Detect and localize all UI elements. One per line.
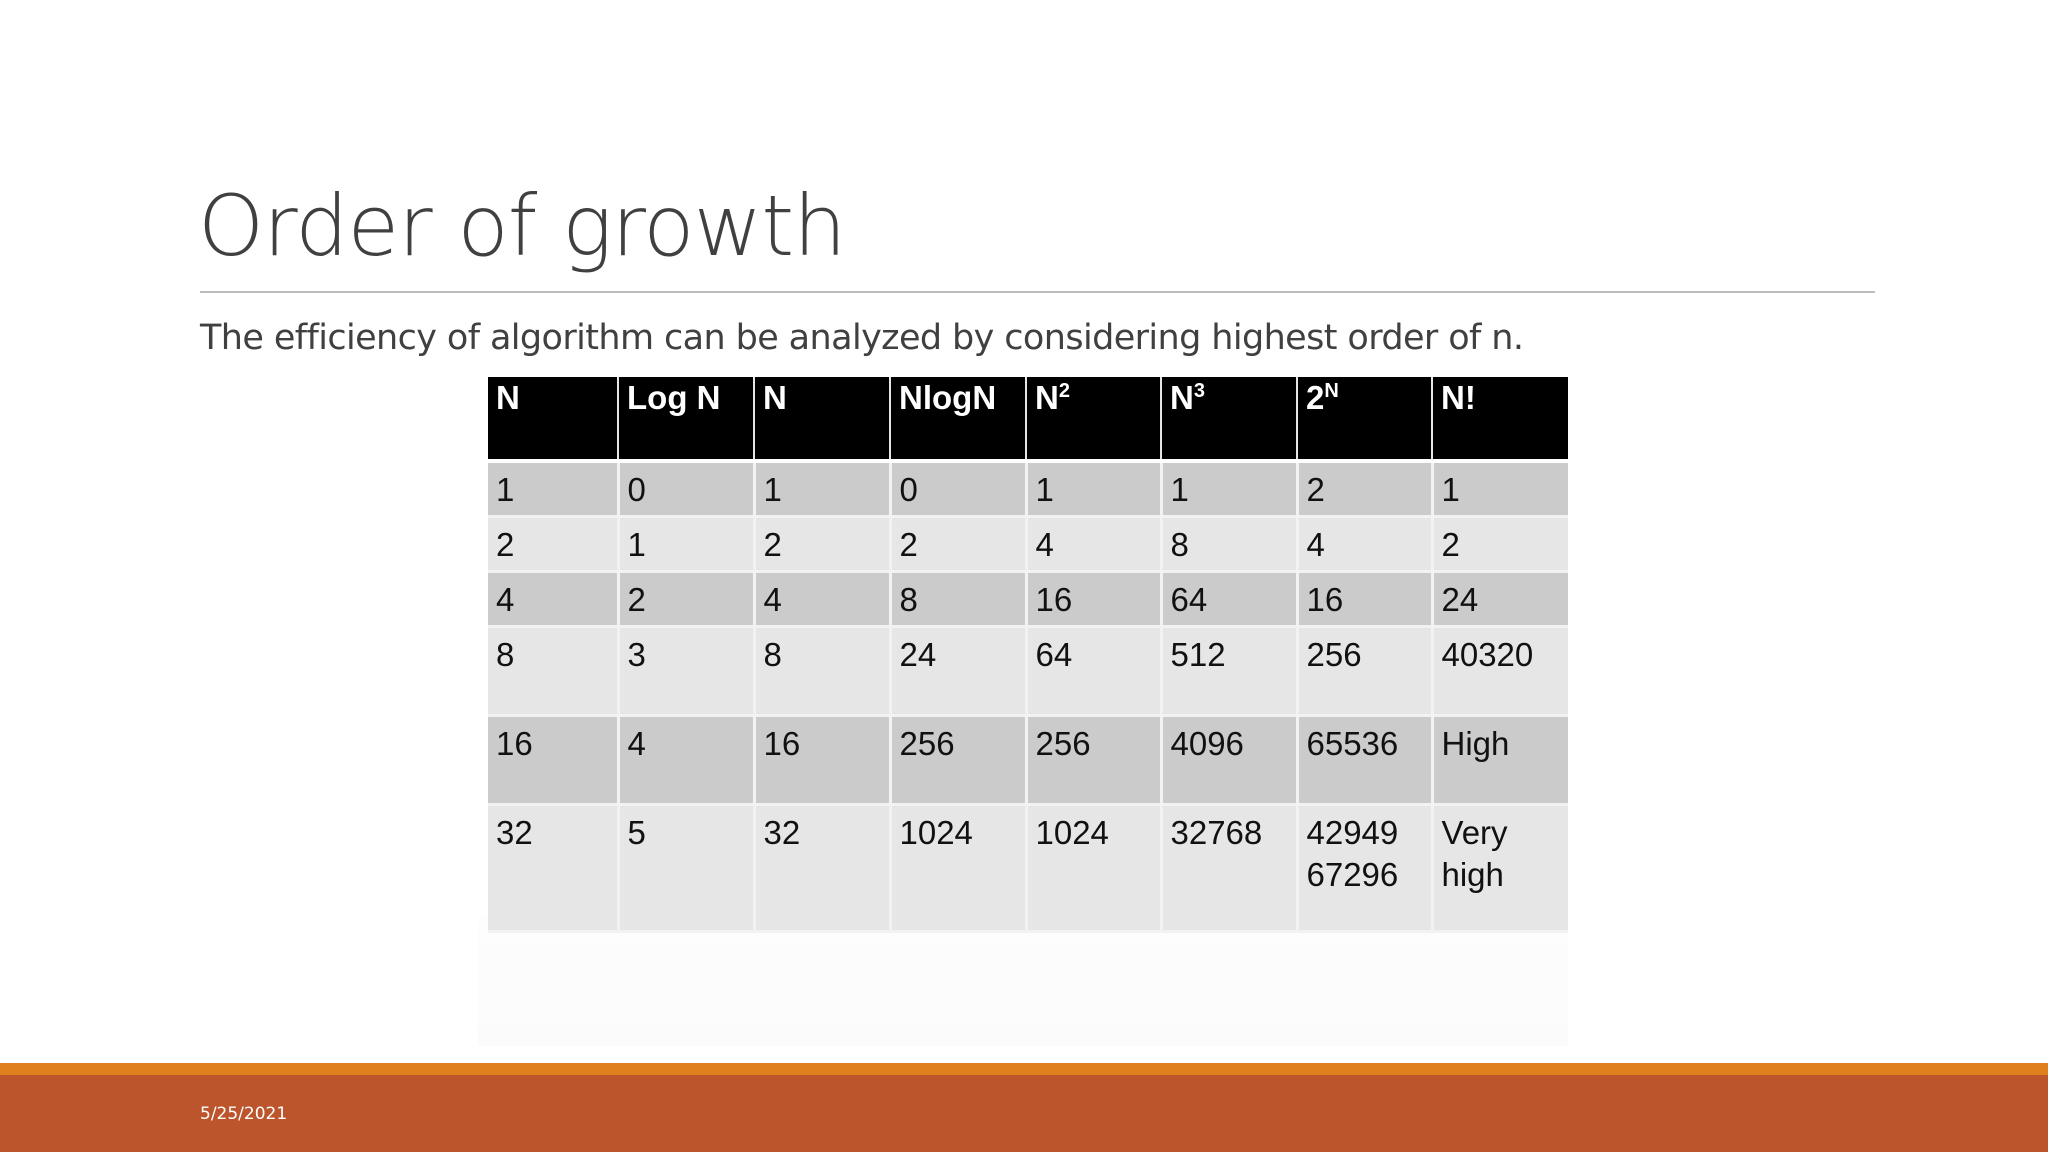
table-cell: 256	[1297, 626, 1434, 717]
header-two-to-n: 2N	[1297, 377, 1433, 463]
table-cell: 1024	[890, 804, 1028, 933]
title-divider	[200, 291, 1875, 293]
table-cell: 32768	[1161, 804, 1299, 933]
header-n-linear: N	[754, 377, 891, 463]
header-n-cubed-exponent: 3	[1193, 380, 1205, 402]
table-cell: 1	[1432, 461, 1568, 518]
table-header-row: N Log N N NlogN N2 N3 2N N!	[488, 377, 1568, 463]
slide-date: 5/25/2021	[200, 1104, 288, 1124]
table-cell: 1	[754, 461, 892, 518]
table-cell: 64	[1161, 571, 1299, 628]
footer-accent-stripe	[0, 1063, 2048, 1075]
header-n-factorial: N!	[1432, 377, 1568, 463]
slide-body-text: The efficiency of algorithm can be analy…	[200, 318, 1524, 358]
table-cell: 2	[488, 516, 620, 573]
table-row: 16 4 16 256 256 4096 65536 High	[488, 715, 1568, 806]
table-cell: 4	[1026, 516, 1163, 573]
table-cell-line: 67296	[1306, 856, 1399, 893]
table-cell: 2	[1432, 516, 1568, 573]
slide-title: Order of growth	[198, 177, 846, 275]
header-n: N	[488, 377, 619, 463]
table-cell: 1024	[1026, 804, 1163, 933]
table-cell: 4	[618, 715, 756, 806]
table-cell: 4	[754, 571, 892, 628]
header-n-squared: N2	[1026, 377, 1162, 463]
table-cell: 32	[754, 804, 892, 933]
table-cell: 5	[618, 804, 756, 933]
table-row: 32 5 32 1024 1024 32768 42949 67296 Very high	[488, 804, 1568, 933]
table-cell: 1	[488, 461, 620, 518]
table-cell: 2	[1297, 461, 1434, 518]
table-cell: 16	[754, 715, 892, 806]
table-row: 8 3 8 24 64 512 256 40320	[488, 626, 1568, 717]
table-cell: 8	[488, 626, 620, 717]
table-cell-line: high	[1441, 856, 1504, 893]
table-cell: 16	[1297, 571, 1434, 628]
header-n-cubed: N3	[1161, 377, 1298, 463]
table-cell: 42949 67296	[1297, 804, 1434, 933]
table-cell: 512	[1161, 626, 1299, 717]
table-cell: 8	[754, 626, 892, 717]
header-log-n: Log N	[618, 377, 755, 463]
table-cell: 40320	[1432, 626, 1568, 717]
table-cell-line: Very	[1441, 814, 1508, 851]
table-cell: 0	[618, 461, 756, 518]
table-cell: 16	[1026, 571, 1163, 628]
table-cell-line: 42949	[1306, 814, 1399, 851]
table-cell: 4	[488, 571, 620, 628]
table-cell: 16	[488, 715, 620, 806]
table-cell: 2	[890, 516, 1028, 573]
table-cell: 24	[1432, 571, 1568, 628]
table-image-backdrop	[478, 916, 1568, 1046]
table-cell: 2	[618, 571, 756, 628]
table-row: 4 2 4 8 16 64 16 24	[488, 571, 1568, 628]
table-cell: 8	[1161, 516, 1299, 573]
table-cell: 4	[1297, 516, 1434, 573]
table-cell: 24	[890, 626, 1028, 717]
table-cell: 256	[1026, 715, 1163, 806]
footer-bar	[0, 1075, 2048, 1152]
table-cell: 2	[754, 516, 892, 573]
table-cell: 3	[618, 626, 756, 717]
table-cell: 65536	[1297, 715, 1434, 806]
table-cell: 1	[618, 516, 756, 573]
table-cell: Very high	[1432, 804, 1568, 933]
table-cell: 1	[1161, 461, 1299, 518]
header-n-squared-exponent: 2	[1058, 380, 1070, 402]
table-cell: 64	[1026, 626, 1163, 717]
header-nlogn: NlogN	[890, 377, 1027, 463]
header-two-to-n-exponent: N	[1324, 380, 1339, 402]
table-cell: 0	[890, 461, 1028, 518]
table-cell: 1	[1026, 461, 1163, 518]
table-cell: High	[1432, 715, 1568, 806]
table-cell: 8	[890, 571, 1028, 628]
table-cell: 4096	[1161, 715, 1299, 806]
table-cell: 256	[890, 715, 1028, 806]
table-cell: 32	[488, 804, 620, 933]
